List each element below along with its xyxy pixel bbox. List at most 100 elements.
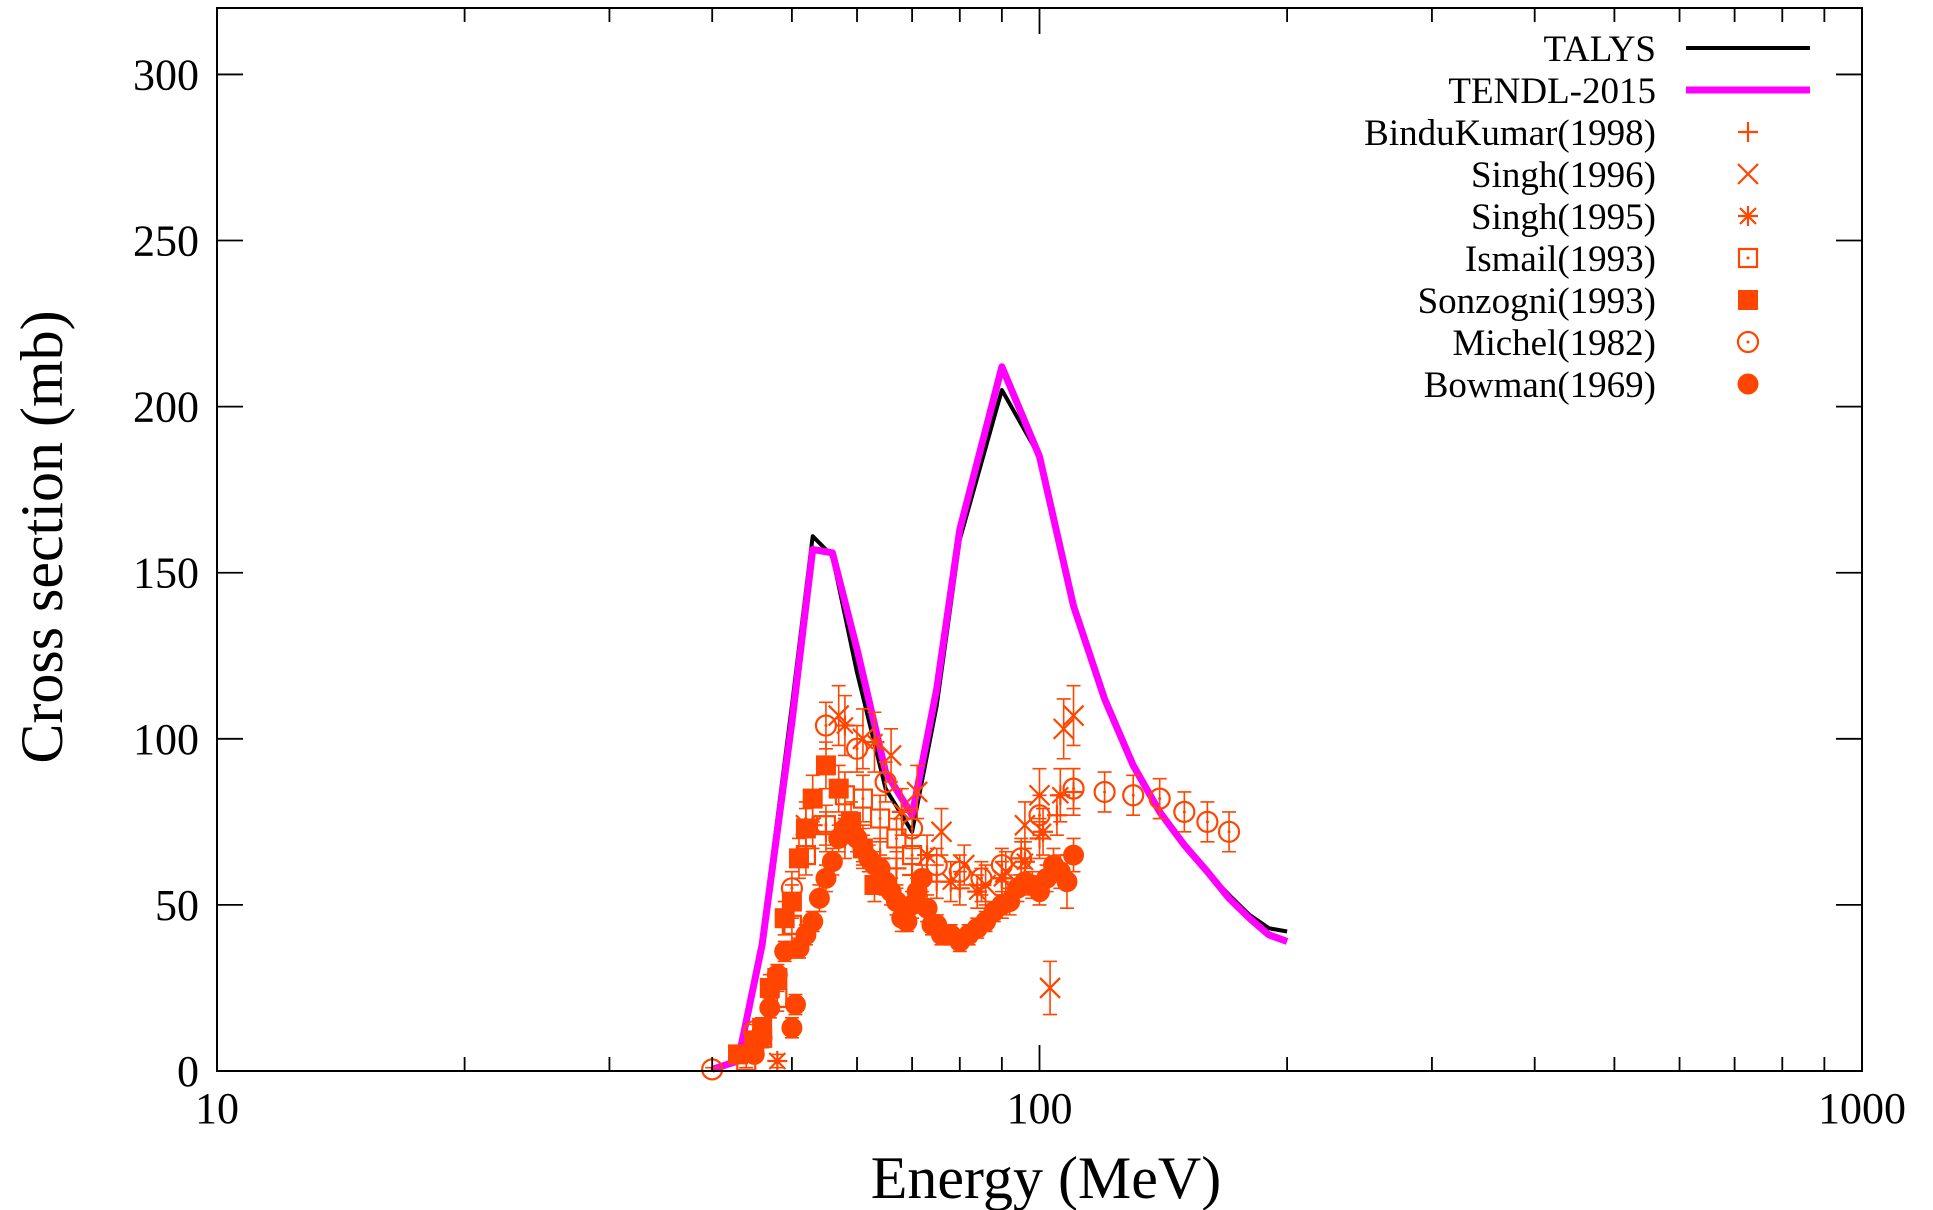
open-circle-marker-icon (1028, 804, 1051, 827)
data-point (1196, 810, 1219, 833)
data-point (784, 994, 806, 1016)
filled-square-marker-icon (795, 818, 816, 839)
filled-circle-marker-icon (766, 964, 788, 986)
legend-marker-swatch (1738, 290, 1758, 310)
series-michel-1982 (701, 701, 1241, 1081)
data-point (1039, 977, 1061, 999)
data-point (916, 897, 938, 919)
data-point (852, 788, 874, 809)
data-point (1148, 787, 1171, 810)
filled-circle-marker-icon (784, 994, 806, 1016)
data-point (802, 911, 824, 933)
star-marker-icon (1050, 785, 1071, 806)
filled-circle-marker-icon (1056, 871, 1078, 893)
data-point (795, 818, 816, 839)
x-tick-label: 10 (195, 1084, 239, 1133)
legend-label: BinduKumar(1998) (1364, 113, 1656, 154)
legend-entry: TALYS (1543, 29, 1810, 70)
series-tendl-2015 (711, 363, 1289, 1073)
cross-marker-icon (953, 854, 976, 876)
legend-entry: BinduKumar(1998) (1364, 113, 1758, 154)
legend-entry: Singh(1995) (1471, 197, 1758, 238)
filled-circle-marker-icon (802, 911, 824, 933)
marker-center-dot (1038, 813, 1041, 817)
open-circle-marker-icon (948, 860, 971, 883)
filled-square-marker-icon (815, 755, 836, 776)
filled-square-marker-icon (828, 778, 849, 799)
open-circle-marker-icon (1062, 777, 1085, 800)
legend-marker-swatch (1738, 122, 1758, 142)
filled-square-marker-icon (1738, 290, 1758, 310)
data-point (814, 714, 838, 737)
data-point (781, 1017, 803, 1039)
y-tick-label: 150 (133, 549, 199, 598)
data-point (869, 808, 891, 829)
filled-circle-marker-icon (821, 851, 843, 873)
filled-square-marker-icon (788, 848, 809, 869)
marker-center-dot (1072, 787, 1076, 791)
marker-center-dot (824, 823, 828, 827)
legend-entry: Ismail(1993) (1465, 239, 1759, 280)
data-layer (701, 363, 1289, 1081)
data-point (845, 737, 869, 760)
open-circle-marker-icon (1217, 820, 1241, 843)
open-square-marker-icon (1737, 247, 1759, 269)
filled-circle-marker-icon (751, 1027, 773, 1049)
star-marker-icon (767, 1051, 788, 1072)
filled-circle-marker-icon (815, 867, 837, 889)
data-point (1062, 777, 1085, 800)
open-circle-marker-icon (970, 867, 993, 890)
data-point (766, 964, 788, 986)
star-marker-icon (940, 871, 961, 892)
open-square-marker-icon (852, 788, 874, 809)
data-point (1062, 704, 1085, 727)
marker-center-dot (1158, 797, 1162, 801)
star-marker-icon (917, 845, 938, 866)
data-point (759, 997, 781, 1019)
y-axis-title: Cross section (mb) (9, 310, 75, 763)
cross-marker-icon (1052, 718, 1075, 740)
cross-marker-icon (1062, 704, 1085, 727)
x-axis-title: Energy (MeV) (871, 1145, 1221, 1210)
marker-center-dot (979, 876, 983, 880)
filled-square-marker-icon (774, 908, 795, 929)
cross-marker-icon (906, 781, 928, 803)
y-tick-label: 250 (133, 217, 199, 266)
star-marker-icon (1014, 851, 1035, 872)
data-point (802, 788, 823, 809)
filled-circle-marker-icon (808, 887, 830, 909)
open-circle-marker-icon (1173, 800, 1196, 823)
marker-center-dot (1131, 793, 1135, 797)
open-square-marker-icon (869, 808, 891, 829)
axes-layer: 10 100 1000 0 50 100 150 200 250 300 (133, 7, 1906, 1133)
data-point (774, 908, 795, 929)
legend-label: Bowman(1969) (1424, 365, 1656, 406)
y-tick-label: 100 (133, 715, 199, 764)
star-marker-icon (967, 881, 988, 902)
legend-entry: Michel(1982) (1453, 323, 1760, 364)
marker-center-dot (1019, 856, 1023, 860)
legend-marker-swatch (1737, 373, 1759, 395)
legend-label: Sonzogni(1993) (1418, 281, 1656, 322)
data-point (970, 867, 993, 890)
marker-center-dot (790, 886, 794, 890)
data-point (751, 1027, 773, 1049)
legend-entry: TENDL-2015 (1448, 71, 1810, 112)
open-circle-marker-icon (874, 770, 897, 794)
data-point (930, 821, 953, 843)
data-point (1093, 780, 1116, 804)
data-point (948, 860, 971, 883)
marker-center-dot (910, 853, 914, 857)
data-point (1050, 785, 1071, 806)
data-point (815, 867, 837, 889)
legend-label: TENDL-2015 (1448, 71, 1656, 112)
data-point (1028, 804, 1051, 827)
y-tick-label: 200 (133, 383, 199, 432)
data-point (967, 881, 988, 902)
data-point (815, 755, 836, 776)
filled-circle-marker-icon (911, 867, 933, 889)
marker-center-dot (884, 780, 888, 784)
data-point (1173, 800, 1196, 823)
series-line-tendl-2015 (711, 363, 1289, 1073)
x-tick-label: 100 (1007, 1084, 1073, 1133)
